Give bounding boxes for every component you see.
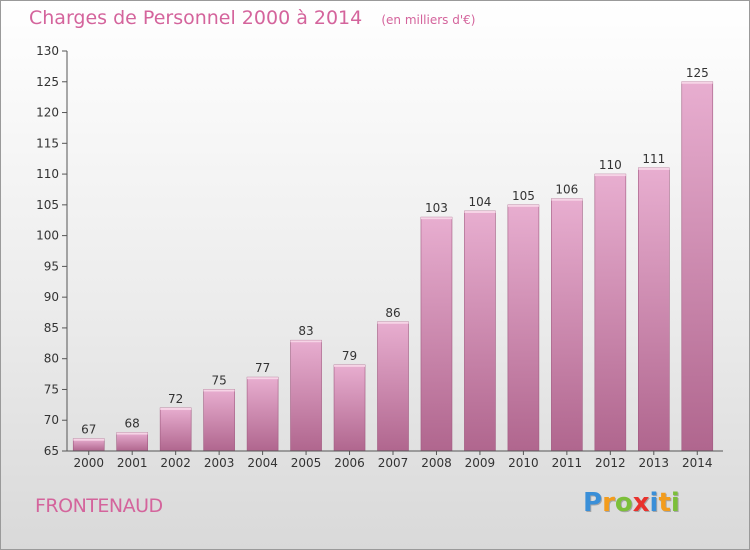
brand-letter: i	[670, 488, 680, 518]
y-tick-label: 115	[36, 136, 59, 150]
x-tick-label: 2006	[334, 456, 365, 470]
bar	[551, 198, 583, 452]
y-axis: 65 70 75 80 85 90 95 100 105 110 115 120 125 130	[36, 44, 68, 458]
bar-highlight	[73, 438, 105, 441]
bar-value-label: 103	[425, 201, 448, 215]
bar-value-label: 111	[642, 152, 665, 166]
bar-value-label: 83	[298, 324, 313, 338]
x-tick-label: 2008	[421, 456, 452, 470]
y-tick-label: 125	[36, 75, 59, 89]
brand-letter: r	[602, 488, 615, 518]
bar	[246, 376, 279, 452]
bar-highlight	[507, 204, 539, 207]
bars: 67 68 72 75 77 83 79 86 103 104 105 106 110 111 125	[72, 66, 714, 452]
bar	[464, 210, 496, 452]
x-tick-label: 2004	[247, 456, 278, 470]
bar-highlight	[551, 198, 583, 201]
bar	[420, 216, 453, 452]
bar-highlight	[203, 389, 235, 392]
y-tick-label: 80	[44, 352, 59, 366]
bar-highlight	[116, 432, 148, 435]
bar-value-label: 105	[512, 189, 535, 203]
bar-value-label: 110	[599, 158, 622, 172]
x-tick-label: 2002	[160, 456, 191, 470]
y-tick-label: 65	[44, 444, 59, 458]
title-row: Charges de Personnel 2000 à 2014 (en mil…	[29, 7, 475, 29]
bar-highlight	[594, 174, 626, 177]
bar	[681, 81, 714, 452]
bar-highlight	[160, 407, 192, 410]
chart-title: Charges de Personnel 2000 à 2014	[29, 7, 363, 29]
bar	[637, 167, 670, 452]
y-tick-label: 90	[44, 290, 59, 304]
x-tick-label: 2005	[291, 456, 322, 470]
x-tick-label: 2000	[73, 456, 104, 470]
x-tick-label: 2007	[378, 456, 409, 470]
y-tick-label: 110	[36, 167, 59, 181]
bar-value-label: 77	[255, 361, 270, 375]
y-tick-label: 100	[36, 229, 59, 243]
brand-letter: P	[583, 488, 603, 518]
bar	[333, 364, 366, 452]
bar-value-label: 79	[342, 349, 357, 363]
bar-value-label: 86	[385, 306, 400, 320]
y-tick-label: 95	[44, 259, 59, 273]
x-tick-label: 2012	[595, 456, 626, 470]
bar	[203, 389, 235, 452]
y-tick-label: 75	[44, 382, 59, 396]
brand-letter: t	[658, 488, 671, 518]
commune-name: FRONTENAUD	[35, 495, 163, 517]
bar-value-label: 68	[125, 417, 140, 431]
bar-highlight	[638, 167, 670, 170]
brand-letter: i	[649, 488, 659, 518]
bar-value-label: 125	[686, 66, 709, 80]
x-tick-label: 2013	[639, 456, 670, 470]
bar-value-label: 72	[168, 392, 183, 406]
bar-highlight	[334, 364, 366, 367]
bar-value-label: 106	[555, 183, 578, 197]
bar-highlight	[377, 321, 409, 324]
brand-letter: o	[614, 488, 633, 518]
bar	[594, 173, 627, 452]
brand-logo: Proxiti	[583, 488, 680, 518]
bar-highlight	[420, 217, 452, 220]
bar-highlight	[290, 340, 322, 343]
chart-subtitle: (en milliers d'€)	[381, 13, 476, 27]
bar	[507, 204, 540, 452]
bar	[116, 432, 148, 452]
bar	[290, 339, 322, 452]
y-tick-label: 70	[44, 413, 59, 427]
x-tick-label: 2001	[117, 456, 148, 470]
y-tick-label: 105	[36, 198, 59, 212]
bar-value-label: 67	[81, 423, 96, 437]
bar-highlight	[247, 377, 279, 380]
bar-highlight	[464, 211, 496, 213]
bar-value-label: 104	[468, 195, 491, 209]
y-tick-label: 85	[44, 321, 59, 335]
x-tick-label: 2014	[682, 456, 713, 470]
bar	[159, 407, 192, 452]
x-tick-label: 2009	[465, 456, 496, 470]
bar-value-label: 75	[211, 373, 226, 387]
y-tick-label: 120	[36, 106, 59, 120]
y-tick-label: 130	[36, 44, 59, 58]
x-axis: 2000 2001 2002 2003 2004 2005 2006 2007 2008 2009…	[67, 450, 723, 470]
x-tick-label: 2011	[552, 456, 583, 470]
x-tick-label: 2010	[508, 456, 539, 470]
x-tick-label: 2003	[204, 456, 235, 470]
brand-letter: x	[632, 488, 650, 518]
bar	[377, 321, 409, 452]
bar-highlight	[681, 81, 713, 84]
